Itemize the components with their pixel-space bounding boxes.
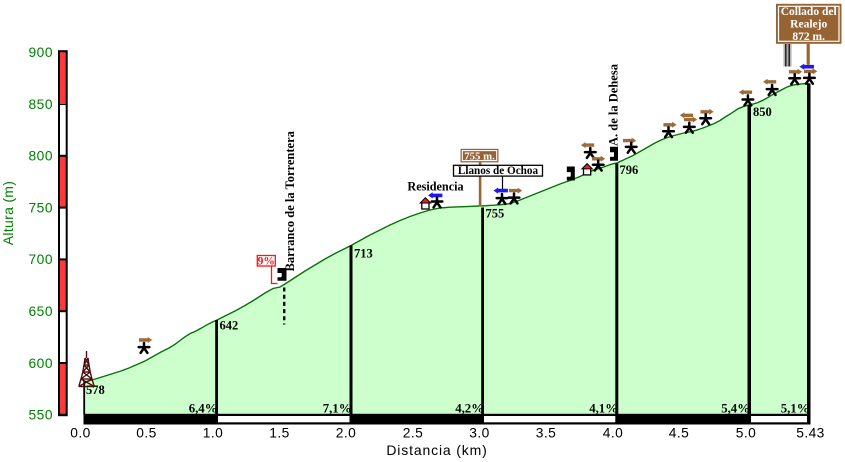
svg-text:Distancia (km): Distancia (km) xyxy=(386,442,487,458)
svg-text:850: 850 xyxy=(28,97,53,112)
svg-text:0.5: 0.5 xyxy=(136,426,156,441)
svg-text:796: 796 xyxy=(620,163,639,177)
svg-text:900: 900 xyxy=(28,45,53,60)
svg-text:5.43: 5.43 xyxy=(796,426,824,441)
svg-text:642: 642 xyxy=(220,319,239,333)
svg-text:A. de la Dehesa: A. de la Dehesa xyxy=(607,63,621,146)
svg-text:Collado del: Collado del xyxy=(781,6,837,18)
svg-text:650: 650 xyxy=(28,304,53,319)
svg-text:713: 713 xyxy=(354,247,373,261)
svg-text:Realejo: Realejo xyxy=(790,19,827,31)
svg-text:4,1%: 4,1% xyxy=(589,402,618,416)
svg-text:750: 750 xyxy=(28,200,53,215)
svg-text:5,4%: 5,4% xyxy=(721,402,750,416)
svg-text:Residencia: Residencia xyxy=(407,180,463,194)
svg-text:800: 800 xyxy=(28,149,53,164)
svg-text:850: 850 xyxy=(753,105,772,119)
svg-text:4,2%: 4,2% xyxy=(455,402,484,416)
svg-text:755 m.: 755 m. xyxy=(464,150,495,162)
svg-text:1.0: 1.0 xyxy=(203,426,223,441)
svg-text:2.0: 2.0 xyxy=(336,426,356,441)
svg-text:7,1%: 7,1% xyxy=(323,402,352,416)
svg-text:1.5: 1.5 xyxy=(269,426,289,441)
svg-text:3.0: 3.0 xyxy=(469,426,489,441)
svg-text:9%: 9% xyxy=(258,256,275,268)
svg-text:Altura (m): Altura (m) xyxy=(0,181,16,245)
svg-text:Barranco de la Torrentera: Barranco de la Torrentera xyxy=(283,130,297,271)
svg-text:550: 550 xyxy=(28,408,53,423)
svg-text:578: 578 xyxy=(86,383,105,397)
svg-text:0.0: 0.0 xyxy=(70,426,90,441)
svg-text:5,1%: 5,1% xyxy=(781,402,810,416)
svg-text:700: 700 xyxy=(28,252,53,267)
svg-text:3.5: 3.5 xyxy=(536,426,556,441)
svg-text:4.5: 4.5 xyxy=(669,426,689,441)
svg-text:Llanos de Ochoa: Llanos de Ochoa xyxy=(458,165,539,177)
svg-text:755: 755 xyxy=(486,207,505,221)
svg-text:600: 600 xyxy=(28,356,53,371)
svg-text:4.0: 4.0 xyxy=(603,426,623,441)
svg-text:872 m.: 872 m. xyxy=(792,31,825,43)
svg-text:5.0: 5.0 xyxy=(736,426,756,441)
svg-text:6,4%: 6,4% xyxy=(189,402,218,416)
svg-text:2.5: 2.5 xyxy=(403,426,423,441)
